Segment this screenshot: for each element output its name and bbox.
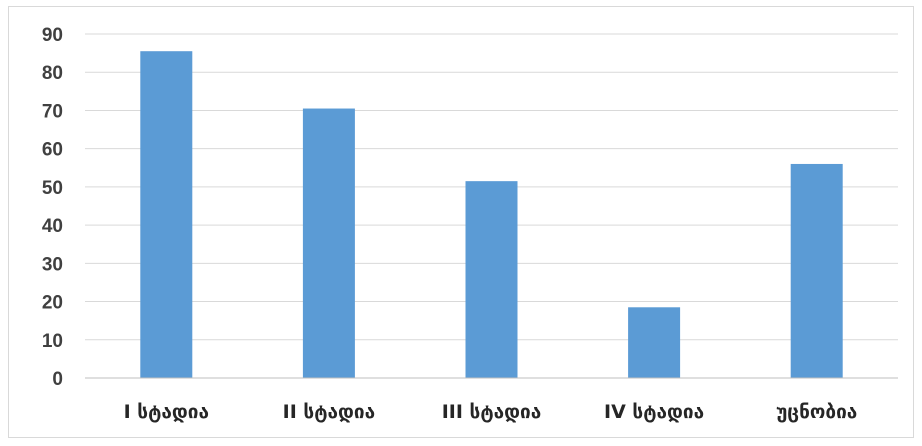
bar [302,108,355,379]
x-tick-label: I სტადია [124,401,209,423]
bars [140,51,843,379]
y-tick-label: 10 [42,331,63,352]
x-tick-label: უცნობია [776,401,857,423]
y-tick-label: 20 [42,293,63,314]
x-tick-label: IV სტადია [604,401,704,423]
y-tick-label: 40 [42,216,63,237]
y-tick-label: 80 [42,63,63,84]
x-tick-label: III სტადია [442,401,542,423]
bar [628,307,681,378]
bar [140,51,193,378]
y-tick-label: 70 [42,101,63,122]
x-tick-label: II სტადია [283,401,375,423]
y-axis-ticks: 0 10 20 30 40 50 60 70 80 90 [42,25,63,390]
gridlines [85,33,898,341]
y-tick-label: 50 [42,178,63,199]
y-tick-label: 90 [42,25,63,46]
y-tick-label: 30 [42,254,63,275]
x-axis-ticks: I სტადია II სტადია III სტადია IV სტადია უცნო… [124,401,858,423]
bar [465,181,518,378]
bar [790,163,843,378]
y-tick-label: 60 [42,140,63,161]
y-tick-label: 0 [52,369,63,390]
